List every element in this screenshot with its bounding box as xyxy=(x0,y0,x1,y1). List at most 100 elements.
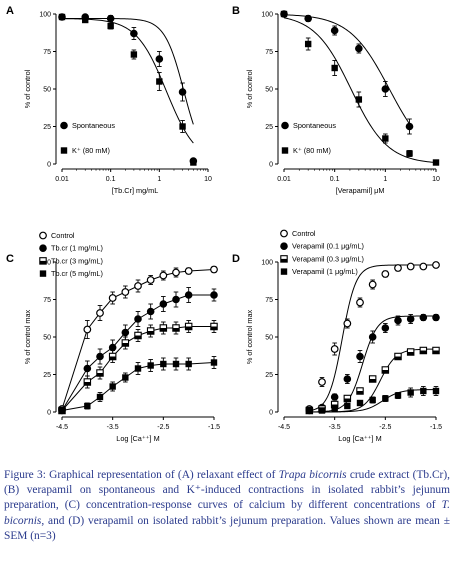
data-point xyxy=(306,407,313,414)
data-point xyxy=(432,313,440,322)
data-point xyxy=(304,40,312,48)
data-point xyxy=(178,88,187,96)
data-point xyxy=(394,352,402,361)
series-2 xyxy=(280,10,440,166)
legend-item: Control xyxy=(39,231,75,240)
y-tick-label: 75 xyxy=(43,297,51,304)
x-tick-label: -4.5 xyxy=(278,424,290,431)
y-tick-label: 25 xyxy=(43,124,51,131)
data-point xyxy=(419,313,428,322)
data-point xyxy=(382,395,389,402)
data-point xyxy=(184,322,193,331)
data-point xyxy=(96,352,104,361)
legend-marker xyxy=(280,242,288,250)
data-point xyxy=(146,327,155,335)
x-tick-label: -4.5 xyxy=(56,424,68,431)
data-point xyxy=(381,366,390,374)
data-point xyxy=(134,315,142,323)
legend-item: Spontaneous xyxy=(60,121,115,130)
data-point xyxy=(121,339,130,347)
series-1 xyxy=(305,261,440,413)
data-point xyxy=(407,389,414,396)
data-point xyxy=(83,378,92,386)
data-point xyxy=(106,14,115,23)
data-point xyxy=(368,280,377,289)
series-line xyxy=(283,17,437,164)
y-tick-label: 100 xyxy=(261,260,273,267)
data-point xyxy=(210,291,218,299)
panel-A: A 0 25 50 75 100 0.01 0.1 1 10 [Tb.Cr] mg/mL % of c… xyxy=(6,5,212,195)
y-tick-label: 100 xyxy=(261,12,273,19)
figure-caption: Figure 3: Graphical representation of (A… xyxy=(4,468,450,544)
data-point xyxy=(381,85,390,93)
panel-label-C: C xyxy=(6,253,14,265)
data-point xyxy=(134,282,142,290)
legend-label: K⁺ (80 mM) xyxy=(72,146,110,155)
series-4 xyxy=(306,386,440,414)
data-point xyxy=(331,405,338,413)
data-point xyxy=(420,387,427,395)
data-point xyxy=(156,78,163,85)
data-point xyxy=(394,392,402,399)
y-axis-label: % of control xyxy=(245,69,254,108)
x-tick-label: -2.5 xyxy=(379,424,391,431)
legend-marker xyxy=(280,255,288,263)
legend-marker xyxy=(39,231,47,240)
data-point xyxy=(83,325,92,334)
legend-D: Control Verapamil (0.1 μg/mL) Verapamil (0… xyxy=(280,229,364,276)
data-point xyxy=(344,402,351,410)
legend-item: Tb.cr (3 mg/mL) xyxy=(39,256,103,265)
series-1 xyxy=(58,13,198,165)
y-tick-label: 50 xyxy=(265,335,273,342)
y-tick-label: 25 xyxy=(43,372,51,379)
data-point xyxy=(343,375,352,383)
x-tick-label: 10 xyxy=(432,176,440,183)
data-point xyxy=(107,22,114,30)
x-tick-label: 0.01 xyxy=(277,176,291,183)
data-point xyxy=(84,402,91,410)
legend-marker xyxy=(39,257,47,265)
data-point xyxy=(121,328,130,337)
data-point xyxy=(356,387,364,395)
data-point xyxy=(331,64,338,72)
data-point xyxy=(381,270,390,278)
data-point xyxy=(122,374,129,381)
series-line xyxy=(309,389,437,413)
series-3 xyxy=(305,346,440,415)
legend-label: Control xyxy=(51,231,75,240)
data-point xyxy=(58,407,66,414)
y-tick-label: 100 xyxy=(39,12,51,19)
legend-marker xyxy=(281,121,289,130)
data-point xyxy=(210,265,218,274)
panel-B: B 0 25 50 75 100 0.01 0.1 1 10 [Verapamil] μM % of … xyxy=(232,5,440,195)
data-point xyxy=(394,264,402,272)
legend-label: Verapamil (0.1 μg/mL) xyxy=(292,242,364,251)
data-point xyxy=(190,159,197,166)
data-point xyxy=(160,360,167,368)
legend-label: Spontaneous xyxy=(293,121,336,130)
x-tick-label: 0.1 xyxy=(330,176,340,183)
legend-label: Spontaneous xyxy=(72,121,115,130)
y-axis-label: % of control xyxy=(23,69,32,108)
panel-label-B: B xyxy=(232,5,240,17)
x-tick-label: -1.5 xyxy=(208,424,220,431)
data-point xyxy=(82,16,89,24)
series-1 xyxy=(280,10,414,135)
data-point xyxy=(130,51,138,58)
data-point xyxy=(172,360,180,368)
y-tick-label: 0 xyxy=(269,410,273,417)
panel-D: D 0 25 50 75 100 -4.5 -3.5 -2.5 -1.5 Log [Ca⁺⁺] M%… xyxy=(232,229,442,443)
data-point xyxy=(406,348,415,356)
data-point xyxy=(155,55,164,63)
data-point xyxy=(419,346,428,355)
data-point xyxy=(318,407,326,414)
data-point xyxy=(368,333,377,341)
y-tick-label: 25 xyxy=(265,372,273,379)
data-point xyxy=(280,10,288,18)
data-point xyxy=(318,378,326,386)
data-point xyxy=(343,319,352,328)
data-point xyxy=(406,315,415,323)
data-point xyxy=(147,362,154,369)
legend-marker xyxy=(39,244,47,252)
series-line xyxy=(309,264,436,412)
